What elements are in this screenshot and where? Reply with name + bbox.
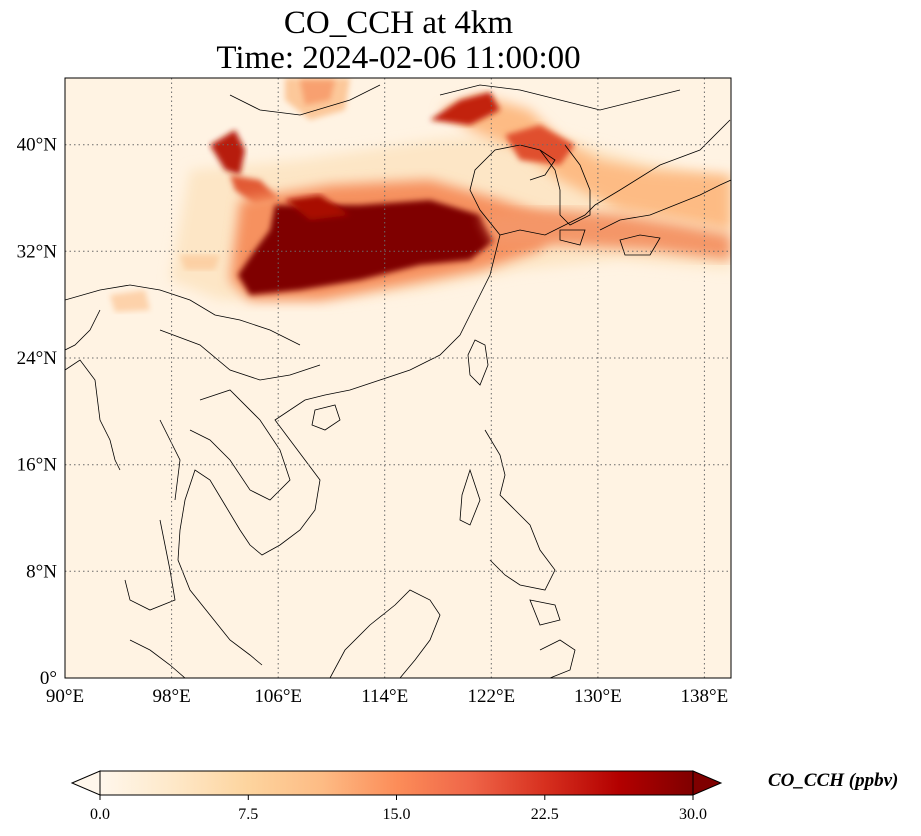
- lon-tick-labels: 90°E 98°E 106°E 114°E 122°E 130°E 138°E: [46, 686, 728, 707]
- map-time-subtitle: Time: 2024-02-06 11:00:00: [216, 40, 581, 76]
- lat-tick-label: 16°N: [17, 455, 58, 476]
- concentration-field: [65, 78, 731, 678]
- lon-tick-label: 114°E: [361, 686, 408, 707]
- lon-tick-label: 106°E: [254, 686, 302, 707]
- lon-tick-label: 98°E: [152, 686, 190, 707]
- colorbar: 0.0 7.5 15.0 22.5 30.0: [70, 770, 723, 823]
- map-frame: [64, 77, 732, 679]
- colorbar-tick-label: 22.5: [531, 806, 559, 823]
- lat-tick-label: 24°N: [17, 348, 58, 369]
- lon-tick-label: 122°E: [467, 686, 515, 707]
- lat-tick-label: 32°N: [17, 241, 58, 262]
- colorbar-label: CO_CCH (ppbv): [768, 770, 899, 791]
- lon-tick-label: 130°E: [574, 686, 622, 707]
- lat-tick-label: 40°N: [17, 135, 58, 156]
- colorbar-tick-label: 0.0: [90, 806, 110, 823]
- colorbar-tick-label: 15.0: [383, 806, 411, 823]
- colorbar-tick-label: 7.5: [238, 806, 258, 823]
- colorbar-tick-label: 30.0: [679, 806, 707, 823]
- map-title: CO_CCH at 4km: [283, 5, 514, 41]
- coastlines: [65, 84, 731, 678]
- lon-tick-label: 138°E: [681, 686, 729, 707]
- lat-tick-labels: 0° 8°N 16°N 24°N 32°N 40°N: [17, 135, 58, 689]
- lat-tick-label: 0°: [40, 668, 57, 689]
- gridlines: [65, 78, 731, 678]
- lat-tick-label: 8°N: [26, 561, 57, 582]
- lon-tick-label: 90°E: [46, 686, 84, 707]
